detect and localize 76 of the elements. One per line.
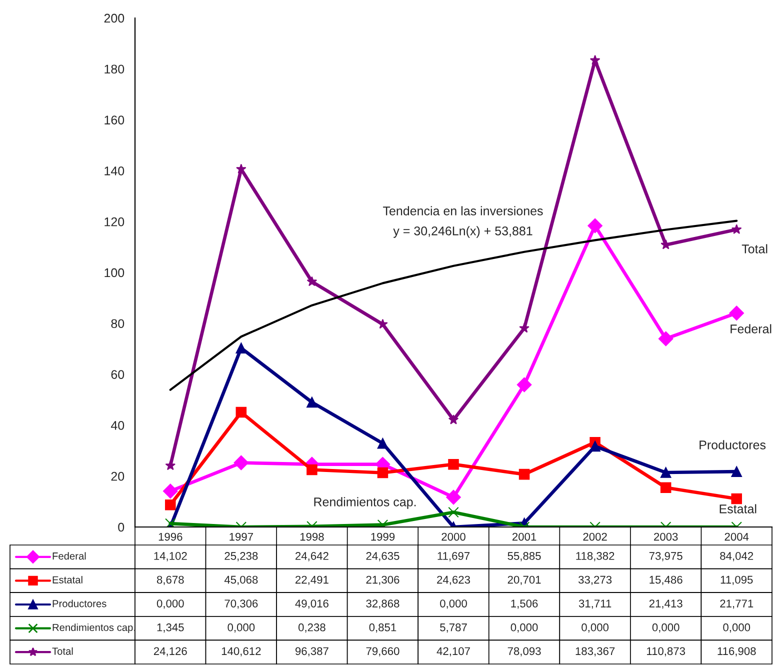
data-label: 21,771	[720, 600, 754, 609]
data-label: 1,345	[157, 623, 184, 633]
data-label: 0,851	[369, 623, 396, 633]
x-tick-label: 2001	[512, 532, 536, 541]
legend-label: Estatal	[52, 576, 82, 584]
data-label: 0,000	[228, 623, 255, 633]
data-label: 183,367	[576, 647, 615, 656]
data-label: 0,000	[582, 623, 609, 633]
annotation: Productores	[700, 440, 766, 450]
y-tick-label: 100	[104, 268, 124, 278]
y-tick-label: 40	[110, 421, 124, 430]
data-label: 79,660	[366, 647, 400, 656]
data-label: 84,042	[720, 552, 754, 562]
y-tick-label: 140	[104, 166, 124, 176]
data-label: 0,000	[723, 623, 750, 633]
data-label: 22,491	[296, 576, 328, 585]
data-label: 0,000	[652, 623, 680, 633]
data-label: 73,975	[649, 552, 682, 562]
data-label: 31,711	[578, 600, 612, 609]
data-label: 110,873	[647, 647, 686, 656]
data-label: 0,000	[510, 623, 538, 633]
data-label: 15,486	[650, 576, 682, 585]
y-tick-label: 80	[111, 319, 124, 328]
data-label: 116,908	[718, 647, 756, 656]
data-label: 0,000	[440, 600, 467, 609]
y-tick-label: 0	[118, 522, 124, 532]
x-tick-label: 2004	[724, 532, 749, 541]
data-label: 21,306	[366, 576, 400, 585]
annotation: Total	[742, 244, 768, 254]
data-label: 33,273	[578, 576, 612, 585]
y-tick-label: 200	[104, 14, 124, 23]
legend-label: Federal	[52, 552, 86, 560]
legend-label: Total	[52, 647, 73, 655]
data-label: 70,306	[224, 600, 258, 609]
x-tick-label: 1999	[371, 532, 395, 541]
y-tick-label: 120	[104, 217, 124, 226]
data-label: 21,413	[649, 600, 682, 609]
data-label: 14,102	[154, 552, 187, 562]
data-label: 11,095	[720, 576, 753, 585]
x-tick-label: 1998	[300, 532, 324, 541]
data-label: 118,382	[576, 552, 614, 562]
data-label: 20,701	[508, 576, 541, 585]
x-tick-label: 2003	[654, 532, 678, 541]
annotation: Federal	[730, 324, 772, 334]
x-tick-label: 2002	[583, 532, 607, 541]
data-label: 11,697	[438, 552, 470, 562]
y-tick-label: 160	[104, 116, 124, 124]
data-label: 24,126	[154, 647, 187, 656]
annotation: Estatal	[720, 504, 756, 514]
data-label: 42,107	[436, 647, 470, 656]
data-label: 55,885	[508, 552, 541, 562]
data-label: 24,623	[437, 576, 470, 585]
annotation: Tendencia en las inversiones	[383, 206, 543, 216]
data-label: 5,787	[440, 623, 467, 633]
data-label: 49,016	[295, 600, 328, 609]
annotation: Rendimientos cap.	[314, 497, 416, 509]
data-label: 0,238	[298, 623, 326, 633]
x-tick-label: 1996	[158, 532, 182, 541]
y-tick-label: 20	[111, 472, 124, 481]
data-label: 25,238	[224, 552, 258, 562]
data-label: 32,868	[366, 600, 400, 609]
annotation: y = 30,246Ln(x) + 53,881	[393, 226, 532, 238]
data-label: 1,506	[511, 600, 538, 609]
legend-label: Productores	[52, 600, 106, 608]
data-label: 45,068	[224, 576, 258, 585]
data-label: 24,635	[366, 552, 400, 562]
y-tick-label: 180	[104, 64, 124, 74]
x-tick-label: 1997	[230, 532, 253, 541]
data-label: 78,093	[508, 647, 541, 656]
data-label: 8,678	[156, 576, 184, 585]
data-label: 140,612	[222, 647, 261, 656]
y-tick-label: 60	[111, 370, 124, 379]
data-label: 24,642	[296, 552, 328, 562]
data-label: 0,000	[156, 600, 184, 609]
data-label: 96,387	[295, 647, 328, 656]
x-tick-label: 2000	[442, 532, 466, 541]
